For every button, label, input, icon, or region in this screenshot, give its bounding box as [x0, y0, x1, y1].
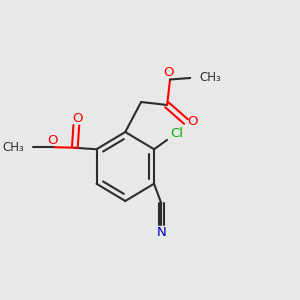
Text: O: O [163, 65, 174, 79]
Text: CH₃: CH₃ [199, 71, 221, 84]
Text: CH₃: CH₃ [3, 141, 24, 154]
Text: N: N [157, 226, 166, 239]
Text: Cl: Cl [170, 128, 183, 140]
Text: O: O [72, 112, 83, 125]
Text: O: O [187, 115, 197, 128]
Text: O: O [47, 134, 58, 147]
